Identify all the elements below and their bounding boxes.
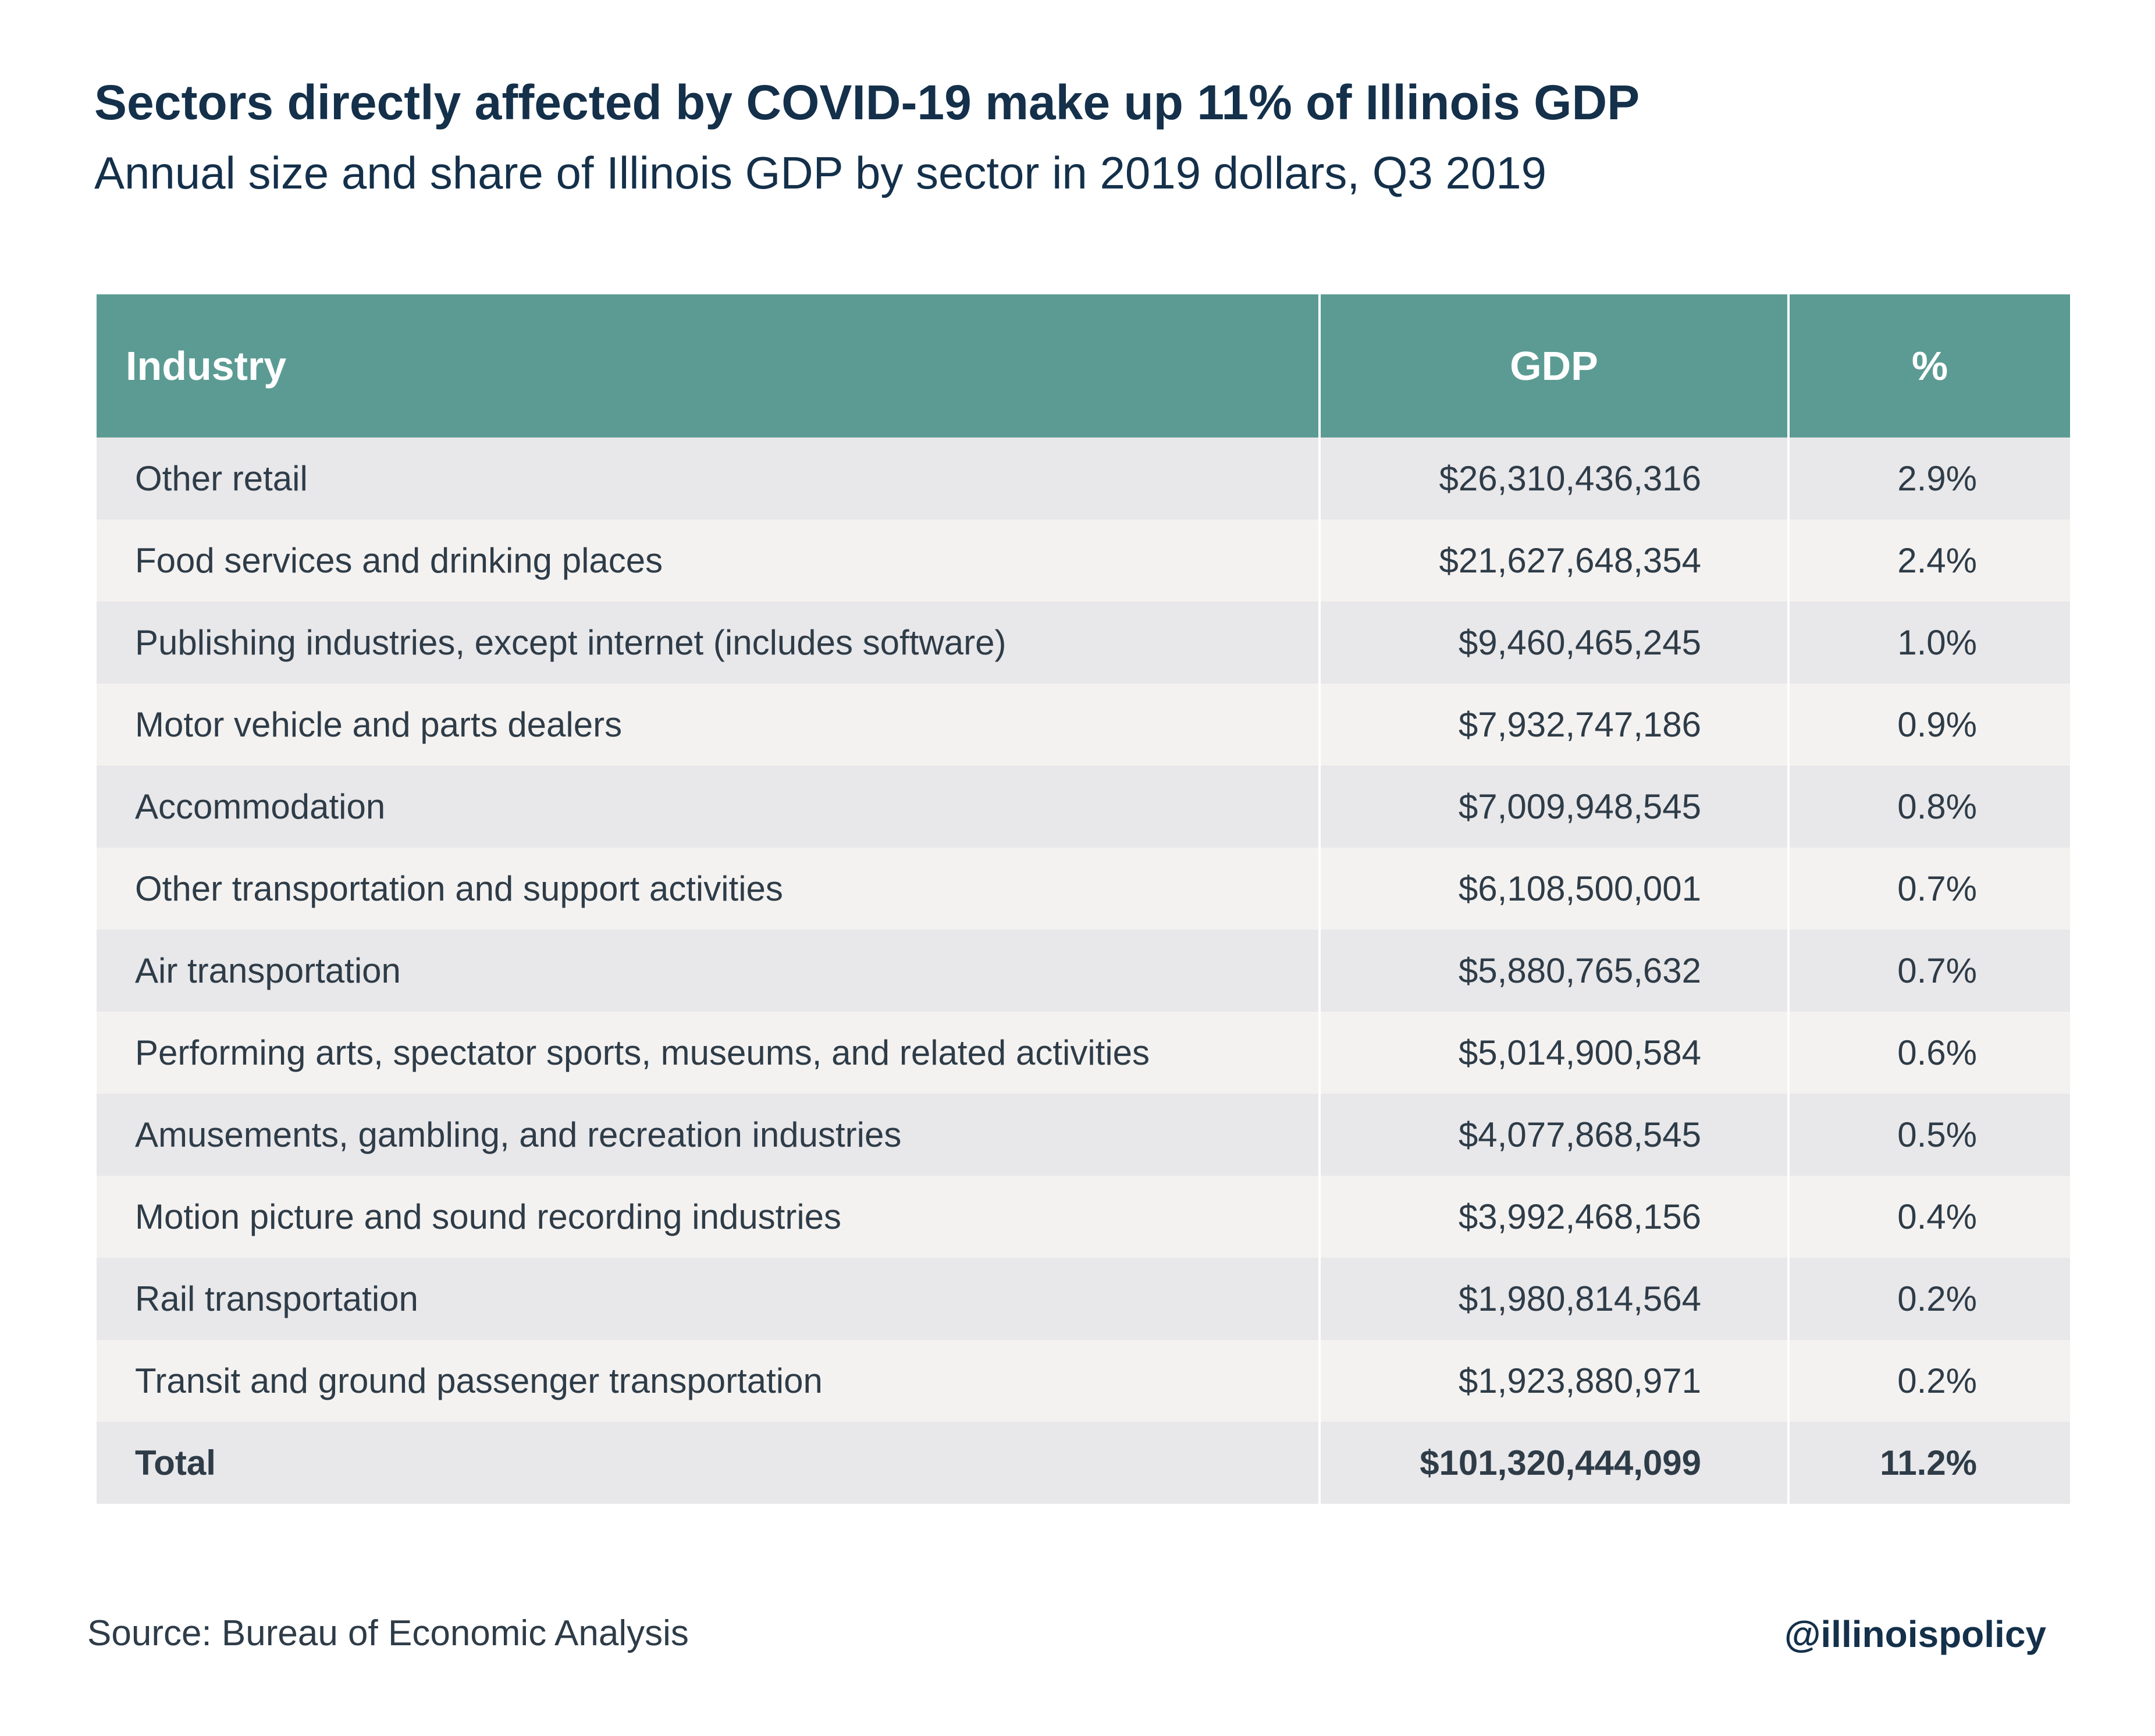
chart-title: Sectors directly affected by COVID-19 ma… <box>94 75 1640 130</box>
industry-cell: Transit and ground passenger transportat… <box>97 1340 1321 1422</box>
gdp-cell: $3,992,468,156 <box>1320 1176 1790 1258</box>
percent-cell: 0.6% <box>1788 1012 2070 1094</box>
industry-cell: Motor vehicle and parts dealers <box>97 684 1321 766</box>
table-row: Other transportation and support activit… <box>97 848 2070 930</box>
table-row: Other retail $26,310,436,316 2.9% <box>97 437 2070 520</box>
industry-cell: Motion picture and sound recording indus… <box>97 1176 1321 1258</box>
table-row: Motor vehicle and parts dealers $7,932,74… <box>97 684 2070 766</box>
gdp-cell: $5,014,900,584 <box>1320 1012 1790 1094</box>
industry-cell: Other retail <box>97 437 1321 520</box>
table-row: Food services and drinking places $21,627… <box>97 520 2070 602</box>
percent-cell: 0.7% <box>1788 930 2070 1012</box>
percent-cell: 0.2% <box>1788 1340 2070 1422</box>
percent-cell: 0.8% <box>1788 766 2070 848</box>
source-note: Source: Bureau of Economic Analysis <box>87 1613 689 1653</box>
table-row: Transit and ground passenger transportat… <box>97 1340 2070 1422</box>
gdp-table: Industry GDP % Other retail $26,310,436,3… <box>97 294 2070 1504</box>
table-row: Publishing industries, except internet (… <box>97 602 2070 684</box>
industry-cell: Other transportation and support activit… <box>97 848 1321 930</box>
table-row: Rail transportation $1,980,814,564 0.2% <box>97 1258 2070 1340</box>
gdp-cell: $21,627,648,354 <box>1320 520 1790 602</box>
percent-cell: 2.4% <box>1788 520 2070 602</box>
percent-cell: 0.7% <box>1788 848 2070 930</box>
percent-cell: 0.9% <box>1788 684 2070 766</box>
table-body: Other retail $26,310,436,316 2.9% Food serv… <box>97 437 2070 1504</box>
gdp-cell: $9,460,465,245 <box>1320 602 1790 684</box>
gdp-cell: $1,923,880,971 <box>1320 1340 1790 1422</box>
gdp-cell: $1,980,814,564 <box>1320 1258 1790 1340</box>
chart-subtitle: Annual size and share of Illinois GDP by… <box>94 147 1546 198</box>
table-row: Accommodation $7,009,948,545 0.8% <box>97 766 2070 848</box>
table-header-row: Industry GDP % <box>97 294 2070 437</box>
percent-cell: 0.5% <box>1788 1094 2070 1176</box>
gdp-cell: $6,108,500,001 <box>1320 848 1790 930</box>
industry-cell: Air transportation <box>97 930 1321 1012</box>
total-gdp: $101,320,444,099 <box>1320 1422 1790 1504</box>
column-header-industry: Industry <box>97 294 1321 437</box>
percent-cell: 0.2% <box>1788 1258 2070 1340</box>
percent-cell: 2.9% <box>1788 437 2070 520</box>
industry-cell: Accommodation <box>97 766 1321 848</box>
table-row: Air transportation $5,880,765,632 0.7% <box>97 930 2070 1012</box>
gdp-cell: $5,880,765,632 <box>1320 930 1790 1012</box>
gdp-cell: $26,310,436,316 <box>1320 437 1790 520</box>
gdp-cell: $7,932,747,186 <box>1320 684 1790 766</box>
percent-cell: 1.0% <box>1788 602 2070 684</box>
total-label: Total <box>97 1422 1321 1504</box>
industry-cell: Performing arts, spectator sports, museu… <box>97 1012 1321 1094</box>
gdp-cell: $7,009,948,545 <box>1320 766 1790 848</box>
industry-cell: Publishing industries, except internet (… <box>97 602 1321 684</box>
column-header-percent: % <box>1788 294 2070 437</box>
column-header-gdp: GDP <box>1320 294 1790 437</box>
industry-cell: Amusements, gambling, and recreation ind… <box>97 1094 1321 1176</box>
total-percent: 11.2% <box>1788 1422 2070 1504</box>
industry-cell: Food services and drinking places <box>97 520 1321 602</box>
percent-cell: 0.4% <box>1788 1176 2070 1258</box>
table-row: Motion picture and sound recording indus… <box>97 1176 2070 1258</box>
table-row: Performing arts, spectator sports, museu… <box>97 1012 2070 1094</box>
social-handle: @illinoispolicy <box>1784 1613 2046 1655</box>
gdp-cell: $4,077,868,545 <box>1320 1094 1790 1176</box>
table-row: Amusements, gambling, and recreation ind… <box>97 1094 2070 1176</box>
total-row: Total $101,320,444,099 11.2% <box>97 1422 2070 1504</box>
industry-cell: Rail transportation <box>97 1258 1321 1340</box>
